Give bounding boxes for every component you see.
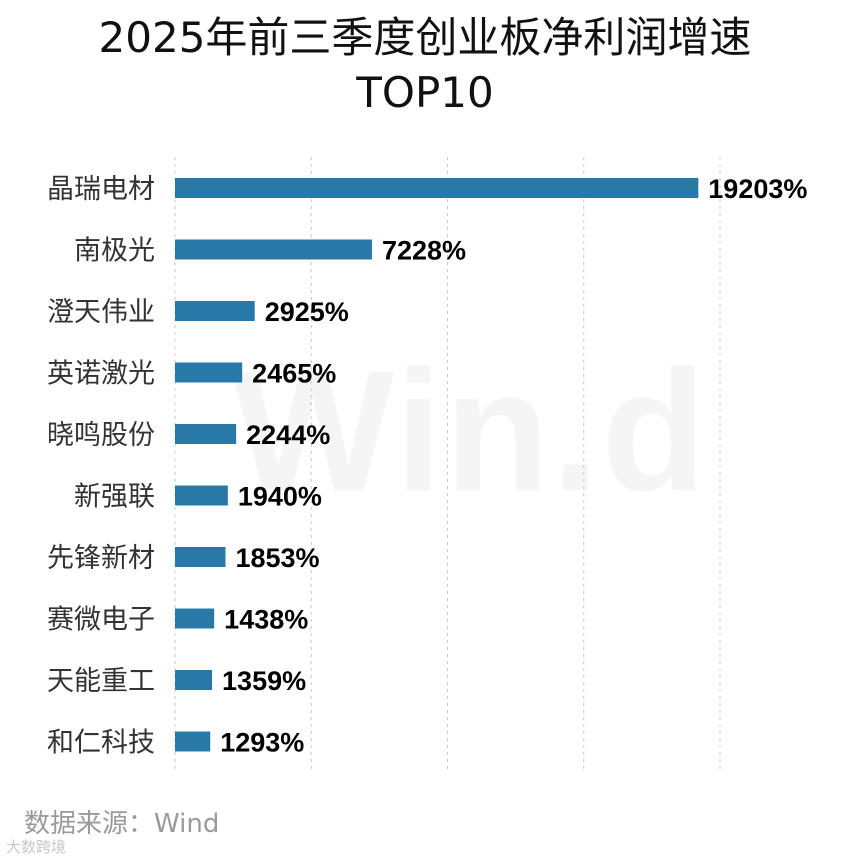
bar (175, 301, 255, 321)
category-label: 晓鸣股份 (47, 420, 155, 451)
value-label: 1853% (235, 543, 319, 573)
value-label: 1940% (238, 482, 322, 512)
bar (175, 731, 211, 752)
category-label: 天能重工 (47, 666, 155, 697)
bar (175, 424, 237, 444)
category-label: 南极光 (74, 236, 155, 267)
bar (175, 608, 215, 629)
value-label: 2465% (252, 359, 336, 389)
chart-title-line2: TOP10 (356, 68, 494, 117)
value-label: 2925% (265, 297, 349, 327)
bar (175, 670, 213, 690)
data-source-note: 数据来源：Wind (24, 809, 220, 839)
bars (175, 178, 699, 752)
category-label: 晶瑞电材 (47, 174, 155, 205)
category-label: 赛微电子 (47, 605, 155, 636)
category-label: 先锋新材 (47, 543, 155, 574)
value-label: 1438% (224, 605, 308, 635)
bar (175, 239, 372, 260)
value-label: 7228% (382, 236, 466, 266)
bar (175, 362, 243, 383)
bar (175, 485, 228, 506)
category-label: 新强联 (74, 482, 155, 513)
corner-logo: 大数跨境 (6, 838, 67, 856)
value-label: 19203% (708, 174, 807, 204)
chart-title: 2025年前三季度创业板净利润增速 TOP10 (0, 10, 850, 120)
value-label: 1359% (222, 666, 306, 696)
value-labels: 19203% 7228% 2925% 2465% 2244% 1940% 1853% 1438… (220, 174, 807, 758)
category-label: 澄天伟业 (47, 297, 155, 328)
grid-lines (174, 157, 721, 772)
category-label: 和仁科技 (47, 728, 155, 759)
value-label: 2244% (246, 420, 330, 450)
category-label: 英诺激光 (47, 359, 155, 390)
bar (175, 178, 699, 198)
chart-title-line1: 2025年前三季度创业板净利润增速 (98, 13, 752, 62)
value-label: 1293% (220, 728, 304, 758)
bar (175, 547, 226, 567)
